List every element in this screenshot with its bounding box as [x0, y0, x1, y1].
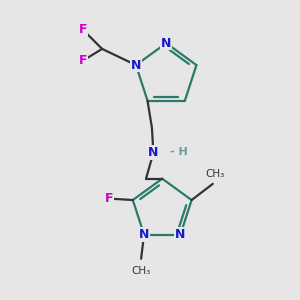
Text: F: F [79, 54, 87, 67]
Text: N: N [161, 37, 171, 50]
Text: F: F [79, 23, 87, 36]
Text: CH₃: CH₃ [131, 266, 151, 276]
Text: N: N [175, 228, 186, 241]
Text: N: N [139, 228, 149, 241]
Text: - H: - H [169, 147, 187, 157]
Text: CH₃: CH₃ [206, 169, 225, 178]
Text: F: F [104, 192, 113, 205]
Text: N: N [148, 146, 159, 159]
Text: N: N [131, 58, 141, 72]
